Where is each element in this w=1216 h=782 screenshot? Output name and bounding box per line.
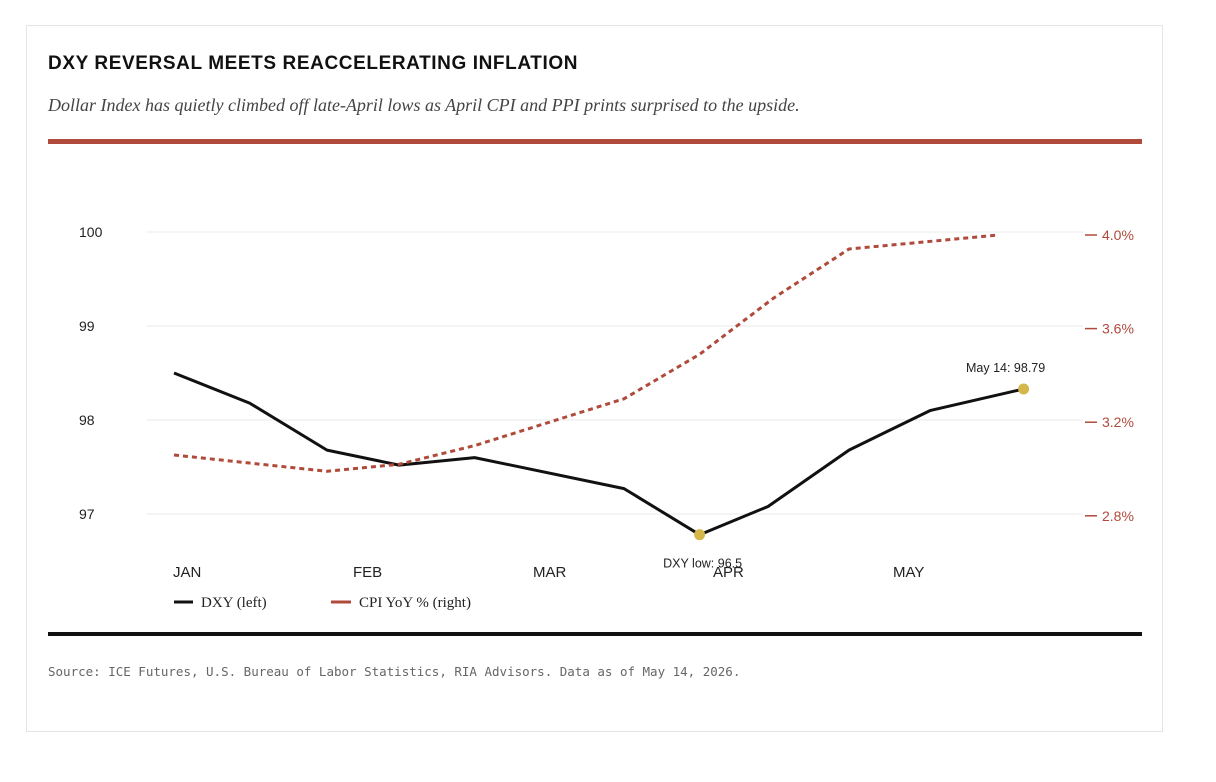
- dxy-low-label: DXY low: 96.5: [663, 557, 742, 571]
- left-tick-label: 97: [79, 506, 95, 522]
- right-tick-label: 4.0%: [1102, 227, 1134, 243]
- x-axis: JAN FEB MAR APR MAY: [173, 564, 924, 581]
- source-note: Source: ICE Futures, U.S. Bureau of Labo…: [48, 664, 741, 679]
- legend-label-dxy: DXY (left): [201, 595, 267, 611]
- bottom-rule: [48, 632, 1142, 636]
- gridlines: [147, 231, 1083, 515]
- x-tick-label: MAY: [893, 564, 924, 581]
- annotations: DXY low: 96.5 May 14: 98.79: [663, 361, 1045, 571]
- cpi-series-line: [173, 233, 999, 473]
- right-tick-label: 3.2%: [1102, 414, 1134, 430]
- legend: DXY (left) CPI YoY % (right): [174, 595, 471, 611]
- legend-label-cpi: CPI YoY % (right): [359, 595, 471, 611]
- dxy-low-marker: [694, 529, 706, 541]
- left-tick-label: 100: [79, 224, 103, 240]
- left-tick-label: 98: [79, 412, 95, 428]
- chart-title: DXY REVERSAL MEETS REACCELERATING INFLAT…: [48, 53, 579, 74]
- line-chart: 100 99 98 97 4.0% 3.6% 3.2% 2.8% JAN FEB MAR APR M…: [79, 224, 1134, 611]
- right-axis: 4.0% 3.6% 3.2% 2.8%: [1085, 227, 1134, 524]
- x-tick-label: MAR: [533, 564, 567, 581]
- right-tick-label: 3.6%: [1102, 321, 1134, 337]
- x-tick-label: APR: [713, 564, 744, 581]
- series-layer: [173, 233, 1024, 537]
- x-tick-label: FEB: [353, 564, 382, 581]
- left-tick-label: 99: [79, 318, 95, 334]
- x-tick-label: JAN: [173, 564, 201, 581]
- dxy-series-line: [173, 371, 1024, 537]
- latest-label: May 14: 98.79: [966, 361, 1045, 375]
- latest-marker: [1018, 383, 1030, 395]
- chart-subtitle: Dollar Index has quietly climbed off lat…: [48, 95, 800, 115]
- right-tick-label: 2.8%: [1102, 508, 1134, 524]
- accent-rule: [48, 139, 1142, 144]
- chart-card: DXY REVERSAL MEETS REACCELERATING INFLAT…: [26, 25, 1163, 732]
- left-axis: 100 99 98 97: [79, 224, 103, 522]
